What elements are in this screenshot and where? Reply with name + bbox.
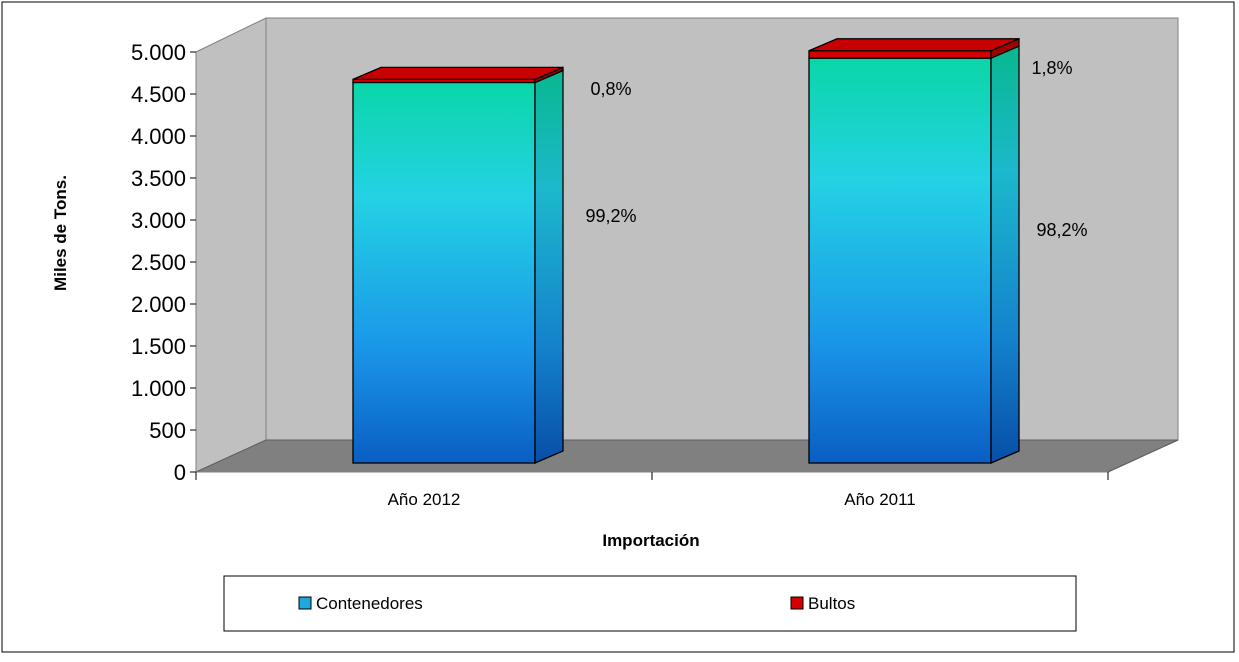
legend-swatch-bultos [790,596,804,610]
y-tick-label: 500 [149,418,186,443]
y-tick-label: 4.000 [131,124,186,149]
y-tick-label: 3.500 [131,166,186,191]
y-tick-label: 1.500 [131,334,186,359]
y-axis-title: Miles de Tons. [51,175,70,291]
data-labels: 99,2% 0,8% 98,2% 1,8% [585,58,1087,240]
bar-contenedores-side [534,69,564,464]
floor-front-edge [1107,439,1179,473]
bar-bultos-top [808,38,1020,52]
y-tick-label: 4.500 [131,82,186,107]
y-ticks: 0 500 1.000 1.500 2.000 2.500 3.000 3.500 4.000 4… [131,40,196,485]
x-ticks: Año 2012 Año 2011 [195,472,1109,509]
y-tick-label: 2.000 [131,292,186,317]
bar-contenedores-side [990,45,1020,464]
legend-label-contenedores: Contenedores [316,594,423,613]
legend-box [223,575,1077,632]
y-tick-label: 1.000 [131,376,186,401]
x-tick-label: Año 2012 [388,490,461,509]
y-tick-label: 2.500 [131,250,186,275]
x-tick-label: Año 2011 [844,490,916,509]
y-tick-label: 0 [174,460,186,485]
y-tick-label: 5.000 [131,40,186,65]
data-label-contenedores: 98,2% [1036,220,1087,240]
y-tick-label: 3.000 [131,208,186,233]
bars [352,37,1020,464]
x-axis-title: Importación [602,531,699,550]
plot-floor [195,439,1179,473]
data-label-contenedores: 99,2% [585,206,636,226]
data-label-bultos: 0,8% [590,79,631,99]
bar-bultos-top [352,66,564,81]
bar-bultos-front [808,50,992,59]
bar-contenedores-front [808,57,992,464]
legend-label-bultos: Bultos [808,594,855,613]
plot-side-wall [195,17,267,473]
data-label-bultos: 1,8% [1031,58,1072,78]
legend-swatch-contenedores [298,596,312,610]
bar-contenedores-front [352,81,536,464]
